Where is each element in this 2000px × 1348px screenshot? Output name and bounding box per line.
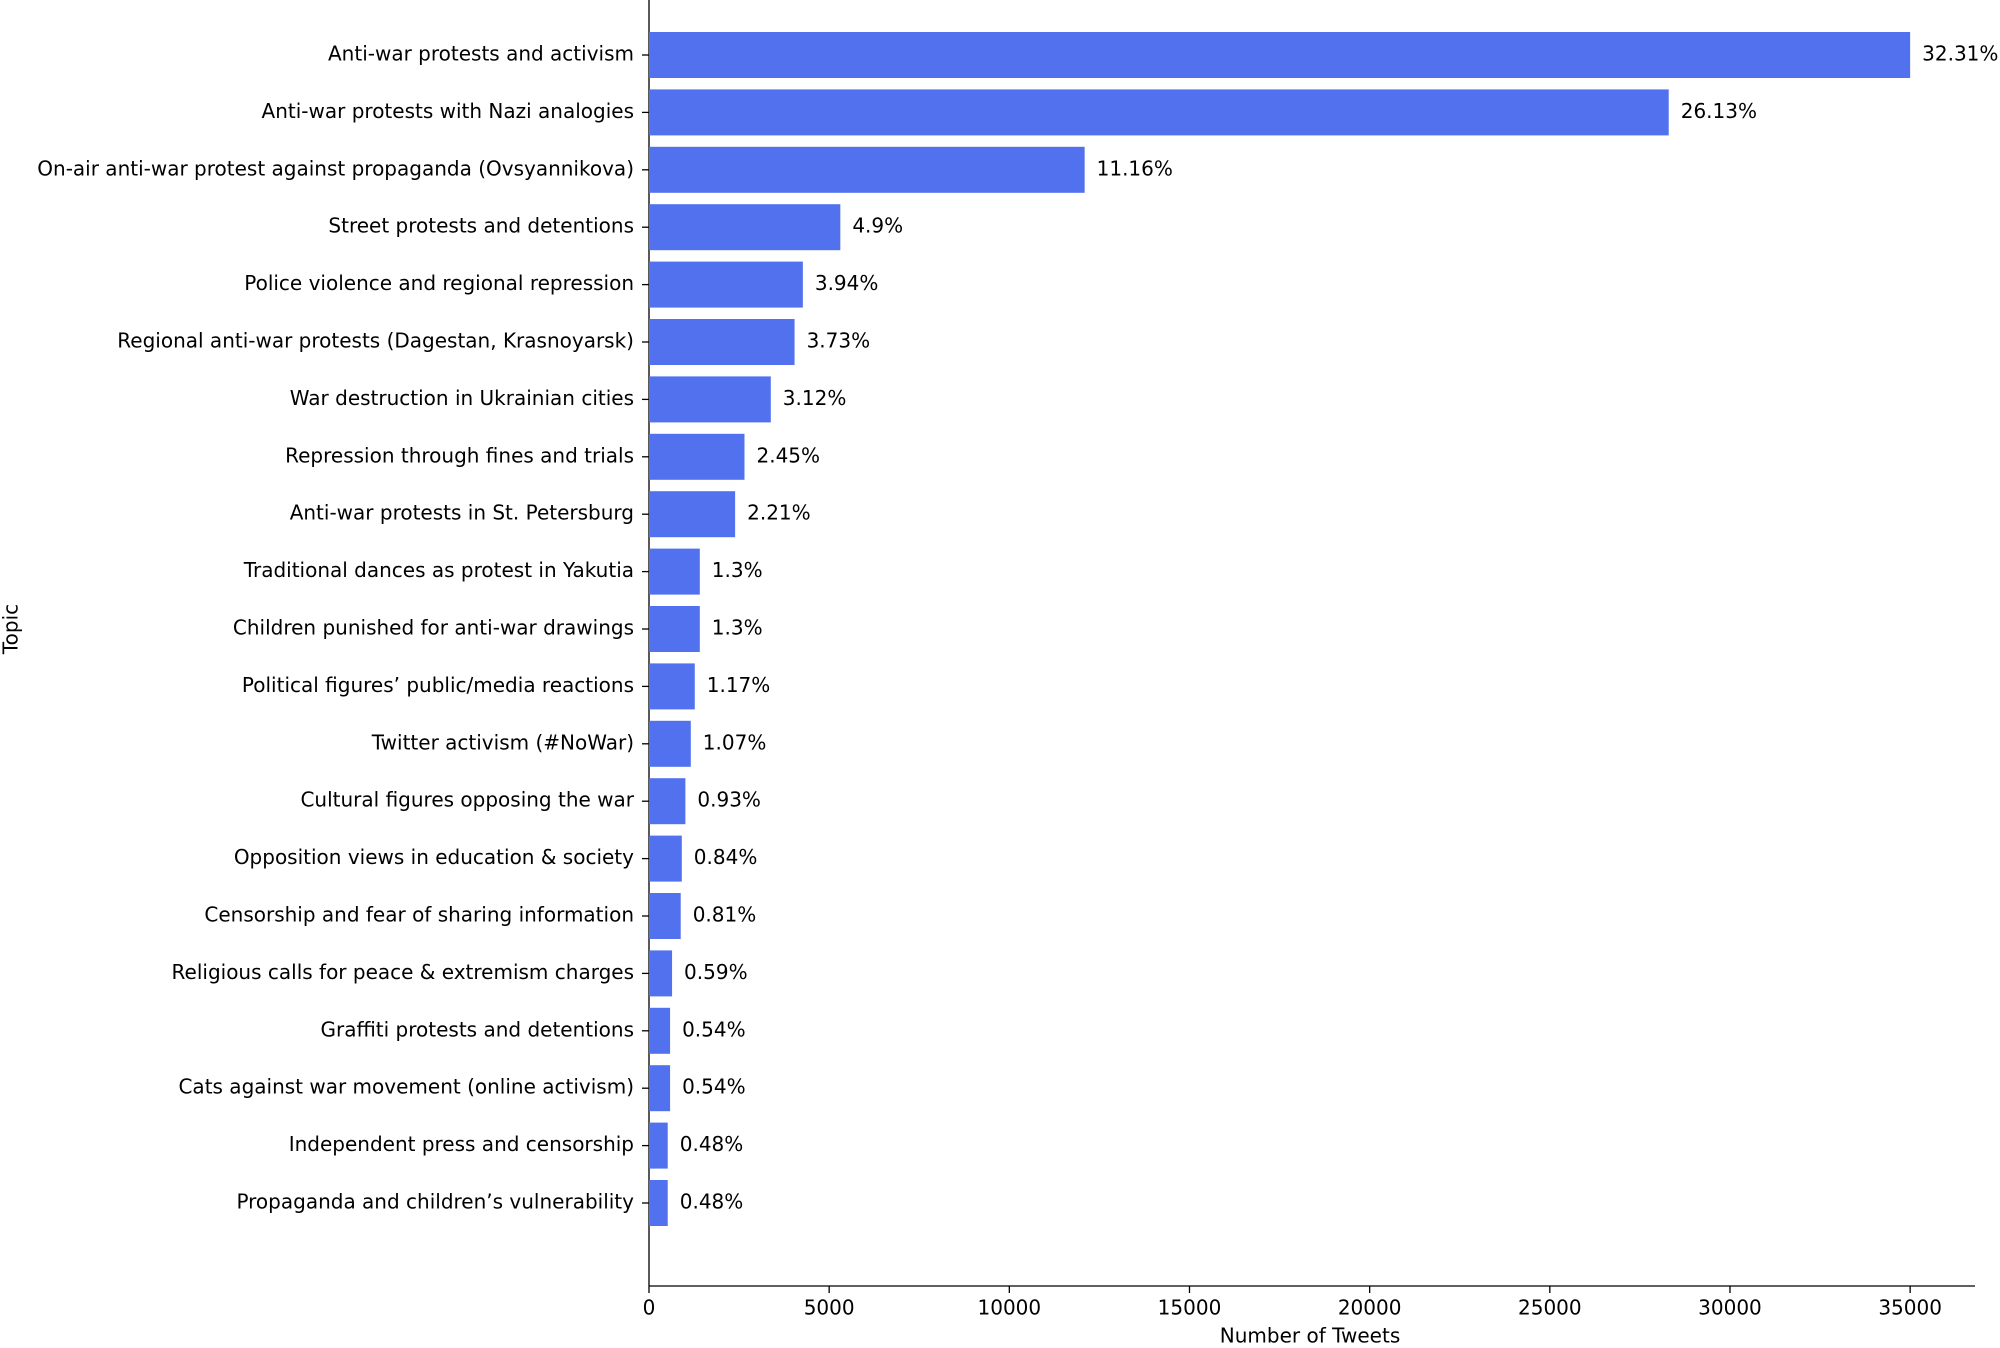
bar [649, 778, 686, 825]
bar [649, 376, 771, 423]
value-label: 0.84% [694, 845, 758, 869]
y-tick-label: Anti-war protests in St. Petersburg [290, 501, 634, 525]
value-label: 1.07% [703, 730, 767, 754]
value-label: 0.93% [697, 788, 761, 812]
bar [649, 893, 681, 939]
y-tick-label: Police violence and regional repression [244, 271, 634, 295]
x-tick-label: 0 [643, 1296, 656, 1320]
bar [649, 32, 1911, 78]
value-label: 0.81% [693, 903, 757, 927]
x-tick-label: 20000 [1338, 1296, 1402, 1320]
value-label: 11.16% [1097, 156, 1173, 180]
y-tick-label: Traditional dances as protest in Yakutia [243, 558, 634, 582]
y-tick-label: Twitter activism (#NoWar) [371, 730, 634, 754]
y-tick-label: Independent press and censorship [289, 1132, 634, 1156]
bar [649, 319, 795, 365]
x-tick-label: 15000 [1158, 1296, 1222, 1320]
value-label: 0.48% [680, 1190, 744, 1214]
x-tick-label: 35000 [1878, 1296, 1942, 1320]
value-label: 4.9% [852, 214, 903, 238]
y-tick-label: Children punished for anti-war drawings [233, 616, 634, 640]
value-label: 0.48% [680, 1132, 744, 1156]
bar [649, 835, 682, 882]
value-label: 1.3% [712, 558, 763, 582]
value-label: 3.73% [807, 329, 871, 353]
value-label: 3.12% [783, 386, 847, 410]
y-tick-label: Political figures’ public/media reaction… [242, 673, 634, 697]
bar [649, 720, 691, 767]
value-label: 2.45% [756, 443, 820, 467]
x-tick-label: 25000 [1518, 1296, 1582, 1320]
x-tick-label: 5000 [804, 1296, 855, 1320]
value-label: 3.94% [815, 271, 879, 295]
value-label: 2.21% [747, 501, 811, 525]
bar [649, 491, 736, 538]
y-tick-label: War destruction in Ukrainian cities [290, 386, 634, 410]
x-axis-title: Number of Tweets [1220, 1324, 1400, 1348]
bar [649, 146, 1085, 193]
bar [649, 261, 803, 308]
value-label: 32.31% [1922, 42, 1998, 66]
value-label: 1.3% [712, 616, 763, 640]
bar [649, 1122, 668, 1169]
bar [649, 204, 841, 251]
bar [649, 663, 695, 710]
y-tick-label: Street protests and detentions [328, 214, 634, 238]
bar [649, 1180, 668, 1226]
bar [649, 606, 700, 652]
value-label: 0.54% [682, 1075, 746, 1099]
value-label: 0.54% [682, 1017, 746, 1041]
y-tick-label: On-air anti-war protest against propagan… [37, 156, 634, 180]
bar [649, 1007, 671, 1054]
x-tick-label: 30000 [1698, 1296, 1762, 1320]
y-tick-label: Censorship and fear of sharing informati… [204, 903, 634, 927]
bar [649, 548, 700, 595]
y-tick-label: Cats against war movement (online activi… [178, 1075, 634, 1099]
value-label: 1.17% [707, 673, 771, 697]
y-tick-label: Cultural figures opposing the war [300, 788, 634, 812]
bar [649, 433, 745, 480]
bar [649, 950, 673, 997]
bar [649, 89, 1669, 136]
y-tick-label: Anti-war protests with Nazi analogies [262, 99, 634, 123]
value-label: 0.59% [684, 960, 748, 984]
bar [649, 1065, 671, 1112]
y-tick-label: Graffiti protests and detentions [320, 1017, 634, 1041]
y-tick-label: Propaganda and children’s vulnerability [236, 1190, 634, 1214]
y-tick-label: Opposition views in education & society [234, 845, 634, 869]
y-tick-label: Regional anti-war protests (Dagestan, Kr… [117, 329, 634, 353]
y-tick-label: Repression through fines and trials [285, 443, 634, 467]
value-label: 26.13% [1681, 99, 1757, 123]
y-axis-title: Topic [0, 604, 23, 655]
y-tick-label: Anti-war protests and activism [328, 42, 634, 66]
y-tick-label: Religious calls for peace & extremism ch… [172, 960, 634, 984]
x-tick-label: 10000 [978, 1296, 1042, 1320]
